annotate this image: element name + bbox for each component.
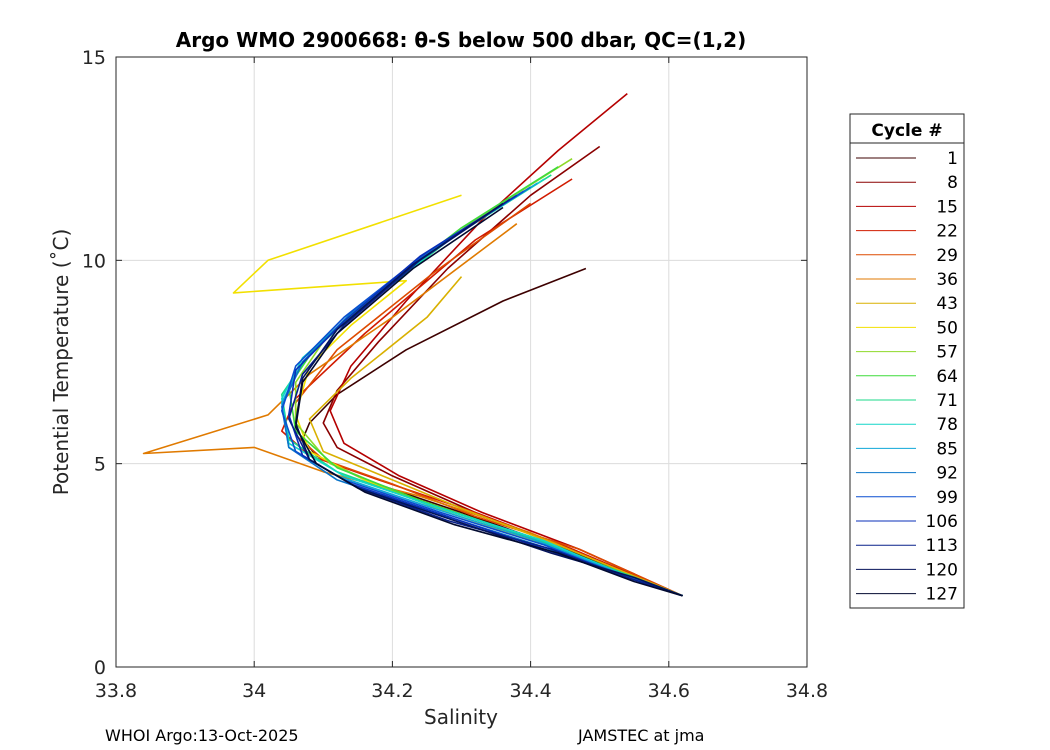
legend-label: 106 (926, 512, 958, 532)
series-line-cycle-43 (308, 276, 683, 597)
x-tick-label: 33.8 (95, 680, 137, 702)
legend-label: 85 (936, 439, 958, 459)
legend-label: 113 (926, 536, 958, 556)
y-tick-label: 15 (82, 47, 106, 69)
series-line-cycle-127 (294, 206, 683, 597)
legend-label: 36 (936, 270, 958, 290)
legend-label: 22 (936, 222, 958, 242)
plot-area: 33.8 34 34.2 34.4 34.6 34.8 0 5 10 15 (82, 47, 828, 702)
x-axis-ticks: 33.8 34 34.2 34.4 34.6 34.8 (95, 57, 828, 702)
legend-label: 64 (936, 367, 958, 387)
y-axis-ticks: 0 5 10 15 (82, 47, 807, 679)
footer-source: WHOI Argo:13-Oct-2025 (105, 726, 299, 745)
y-tick-label: 10 (82, 250, 106, 272)
footer-credit: JAMSTEC at jma (578, 726, 705, 745)
legend-label: 43 (936, 294, 958, 314)
legend-label: 57 (936, 343, 958, 363)
y-tick-label: 0 (94, 657, 106, 679)
legend-label: 8 (947, 173, 958, 193)
legend-label: 15 (936, 197, 958, 217)
series-line-cycle-15 (329, 92, 683, 597)
legend-label: 29 (936, 246, 958, 266)
legend-label: 92 (936, 464, 958, 484)
legend-label: 78 (936, 415, 958, 435)
x-tick-label: 34.8 (786, 680, 828, 702)
legend-label: 127 (926, 585, 958, 605)
legend-label: 1 (947, 149, 958, 169)
legend-entries: 1 8 15 22 29 36 43 50 57 64 71 78 85 92 99 106 113 120 127 (856, 149, 958, 605)
legend-title: Cycle # (871, 121, 942, 141)
legend-label: 71 (936, 391, 958, 411)
x-tick-label: 34.6 (648, 680, 690, 702)
legend-label: 50 (936, 318, 958, 338)
x-tick-label: 34.2 (371, 680, 413, 702)
legend-box (849, 113, 965, 609)
y-tick-label: 5 (94, 454, 106, 476)
plot-frame (115, 56, 808, 668)
x-axis-label: Salinity (424, 705, 498, 729)
series-line-cycle-99 (280, 190, 683, 597)
grid (116, 57, 807, 667)
x-tick-label: 34.4 (509, 680, 551, 702)
legend: Cycle # 18152229364350576471788592991061… (849, 113, 965, 609)
y-axis-label: Potential Temperature (˚C) (49, 229, 73, 496)
legend-label: 120 (926, 560, 958, 580)
x-tick-label: 34 (242, 680, 266, 702)
chart-title: Argo WMO 2900668: θ-S below 500 dbar, QC… (176, 28, 746, 52)
series-group (142, 92, 683, 597)
plot-background (116, 57, 807, 667)
legend-label: 99 (936, 488, 958, 508)
